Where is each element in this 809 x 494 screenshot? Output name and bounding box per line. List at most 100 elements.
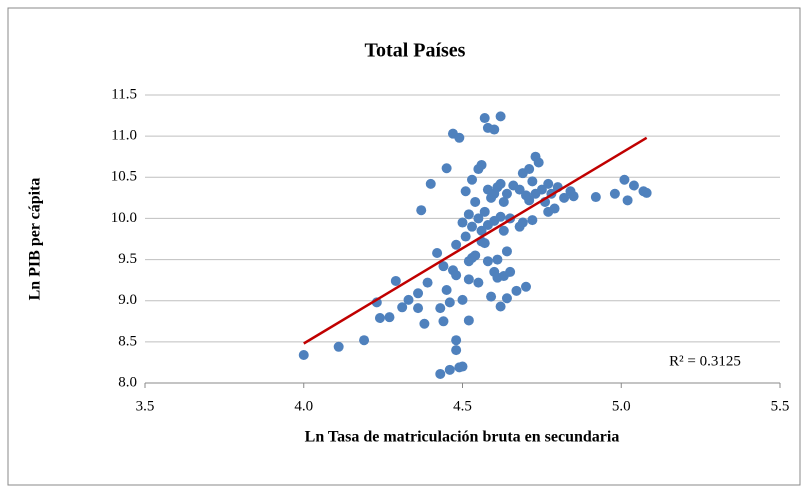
data-point bbox=[451, 345, 462, 356]
data-point bbox=[559, 192, 570, 203]
x-tick-label: 5.5 bbox=[771, 398, 790, 414]
x-tick-label: 3.5 bbox=[136, 398, 155, 414]
data-point bbox=[628, 180, 639, 191]
trendline bbox=[303, 136, 648, 345]
data-point bbox=[444, 364, 455, 375]
chart-title: Total Países bbox=[365, 40, 466, 62]
data-point bbox=[451, 335, 462, 346]
data-point bbox=[489, 124, 500, 135]
data-point bbox=[609, 188, 620, 199]
data-point bbox=[444, 297, 455, 308]
data-point bbox=[482, 256, 493, 267]
data-point bbox=[549, 203, 560, 214]
data-point bbox=[505, 266, 516, 277]
data-point bbox=[495, 178, 506, 189]
data-point bbox=[470, 250, 481, 261]
data-point bbox=[438, 316, 449, 327]
data-point bbox=[486, 291, 497, 302]
data-point bbox=[568, 191, 579, 202]
data-point bbox=[422, 277, 433, 288]
data-point bbox=[514, 184, 525, 195]
data-point bbox=[451, 239, 462, 250]
data-point bbox=[492, 254, 503, 265]
data-point bbox=[501, 188, 512, 199]
data-point bbox=[413, 303, 424, 314]
data-point bbox=[425, 178, 436, 189]
data-point bbox=[543, 178, 554, 189]
data-point bbox=[457, 361, 468, 372]
y-tick-label: 8.5 bbox=[118, 333, 137, 349]
data-point bbox=[511, 285, 522, 296]
data-point bbox=[479, 238, 490, 249]
data-point bbox=[524, 195, 535, 206]
data-point bbox=[416, 205, 427, 216]
data-point bbox=[432, 247, 443, 258]
data-point bbox=[473, 277, 484, 288]
data-point bbox=[413, 288, 424, 299]
data-point bbox=[495, 111, 506, 122]
data-point bbox=[476, 225, 487, 236]
data-point bbox=[463, 315, 474, 326]
data-point bbox=[457, 294, 468, 305]
x-tick-label: 4.0 bbox=[294, 398, 313, 414]
data-point bbox=[524, 164, 535, 175]
data-point bbox=[590, 192, 601, 203]
data-point bbox=[374, 312, 385, 323]
y-axis-title: Ln PIB per cápita bbox=[27, 178, 44, 301]
data-point bbox=[359, 335, 370, 346]
data-point bbox=[463, 274, 474, 285]
data-point bbox=[467, 174, 478, 185]
data-point bbox=[533, 157, 544, 168]
data-point bbox=[419, 318, 430, 329]
data-point bbox=[495, 301, 506, 312]
data-point bbox=[463, 209, 474, 220]
data-point bbox=[476, 159, 487, 170]
data-point bbox=[435, 368, 446, 379]
y-tick-label: 8.0 bbox=[118, 374, 137, 390]
data-point bbox=[619, 174, 630, 185]
x-tick-label: 5.0 bbox=[612, 398, 631, 414]
data-point bbox=[527, 176, 538, 187]
data-point bbox=[521, 281, 531, 292]
x-tick-label: 4.5 bbox=[453, 398, 472, 414]
data-point bbox=[501, 246, 512, 257]
data-point bbox=[451, 270, 462, 281]
data-point bbox=[441, 163, 452, 174]
data-point bbox=[527, 215, 538, 226]
y-tick-label: 10.5 bbox=[111, 169, 137, 185]
data-point bbox=[467, 221, 478, 232]
data-point bbox=[536, 184, 547, 195]
chart-frame bbox=[7, 7, 801, 486]
data-point bbox=[403, 294, 414, 305]
data-point bbox=[517, 217, 528, 228]
data-point bbox=[495, 211, 506, 222]
r-squared: R² = 0.3125 bbox=[669, 353, 741, 369]
data-point bbox=[460, 231, 471, 242]
y-tick-label: 10.0 bbox=[111, 210, 137, 226]
data-point bbox=[441, 285, 452, 296]
y-tick-label: 9.5 bbox=[118, 251, 137, 267]
data-point bbox=[438, 261, 449, 272]
data-point bbox=[470, 196, 481, 207]
data-point bbox=[397, 302, 408, 313]
x-axis-title: Ln Tasa de matriculación bruta en secund… bbox=[305, 429, 620, 446]
data-point bbox=[473, 213, 484, 224]
data-point bbox=[498, 196, 509, 207]
data-point bbox=[457, 217, 468, 228]
data-point bbox=[298, 350, 309, 361]
data-point bbox=[390, 275, 401, 286]
data-point bbox=[498, 225, 509, 236]
data-point bbox=[641, 187, 652, 198]
data-point bbox=[501, 293, 512, 304]
data-point bbox=[479, 206, 490, 217]
y-tick-label: 9.0 bbox=[118, 292, 137, 308]
data-point bbox=[333, 341, 344, 352]
data-point bbox=[622, 195, 633, 206]
data-point bbox=[460, 186, 471, 197]
data-point bbox=[435, 303, 446, 314]
y-tick-label: 11.0 bbox=[111, 128, 137, 144]
data-point bbox=[454, 132, 465, 143]
y-tick-label: 11.5 bbox=[111, 86, 137, 102]
data-point bbox=[479, 113, 490, 124]
